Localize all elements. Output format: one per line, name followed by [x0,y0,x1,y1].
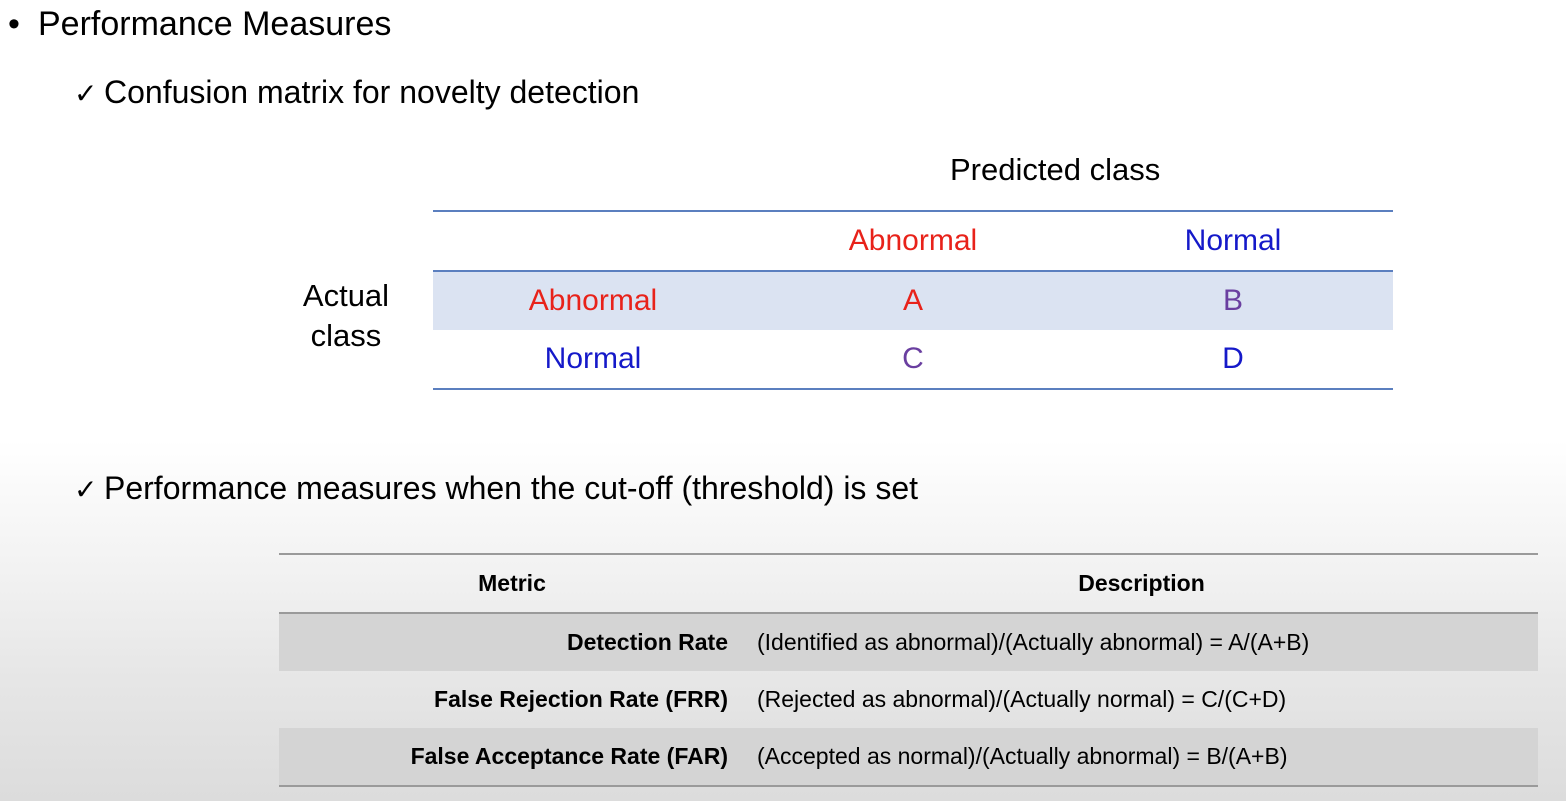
table-row: False Acceptance Rate (FAR) (Accepted as… [279,728,1538,787]
metric-name: Detection Rate [279,613,745,671]
empty-header-cell [433,210,753,272]
predicted-class-header: Predicted class [950,152,1161,187]
row-header-normal: Normal [433,330,753,390]
header-metric: Metric [279,553,745,614]
checkmark-icon: ✓ [74,78,98,109]
subheading-text: Confusion matrix for novelty detection [104,74,640,110]
subheading-text: Performance measures when the cut-off (t… [104,470,918,506]
subheading-confusion-matrix: ✓ Confusion matrix for novelty detection [74,72,639,114]
actual-label-line1: Actual [302,278,390,313]
slide-title-text: Performance Measures [38,5,392,43]
col-header-normal: Normal [1073,210,1393,272]
cell-c: C [753,330,1073,390]
metric-description: (Accepted as normal)/(Actually abnormal)… [745,728,1538,787]
bullet-glyph: • [8,5,20,43]
actual-class-label: Actual class [296,276,396,356]
checkmark-icon: ✓ [74,474,98,505]
col-header-abnormal: Abnormal [753,210,1073,272]
table-row: Abnormal Normal [433,210,1393,272]
row-header-abnormal: Abnormal [433,271,753,330]
cell-d: D [1073,330,1393,390]
subheading-performance-measures: ✓ Performance measures when the cut-off (… [74,468,918,510]
metric-name: False Acceptance Rate (FAR) [279,728,745,787]
table-header-row: Metric Description [279,553,1538,614]
metrics-table: Metric Description Detection Rate (Ident… [279,553,1538,787]
table-row: Normal C D [433,330,1393,390]
table-row: Detection Rate (Identified as abnormal)/… [279,613,1538,671]
table-row: False Rejection Rate (FRR) (Rejected as … [279,671,1538,728]
table-row: Abnormal A B [433,271,1393,330]
confusion-matrix-table: Abnormal Normal Abnormal A B Normal C D [433,210,1393,390]
metric-description: (Rejected as abnormal)/(Actually normal)… [757,686,1287,712]
slide-title: • Performance Measures [8,4,391,44]
metric-description: (Identified as abnormal)/(Actually abnor… [745,613,1538,671]
cell-a: A [753,271,1073,330]
header-description: Description [745,553,1538,614]
cell-b: B [1073,271,1393,330]
metric-name: False Rejection Rate (FRR) [434,686,728,712]
actual-label-line2: class [310,318,382,353]
